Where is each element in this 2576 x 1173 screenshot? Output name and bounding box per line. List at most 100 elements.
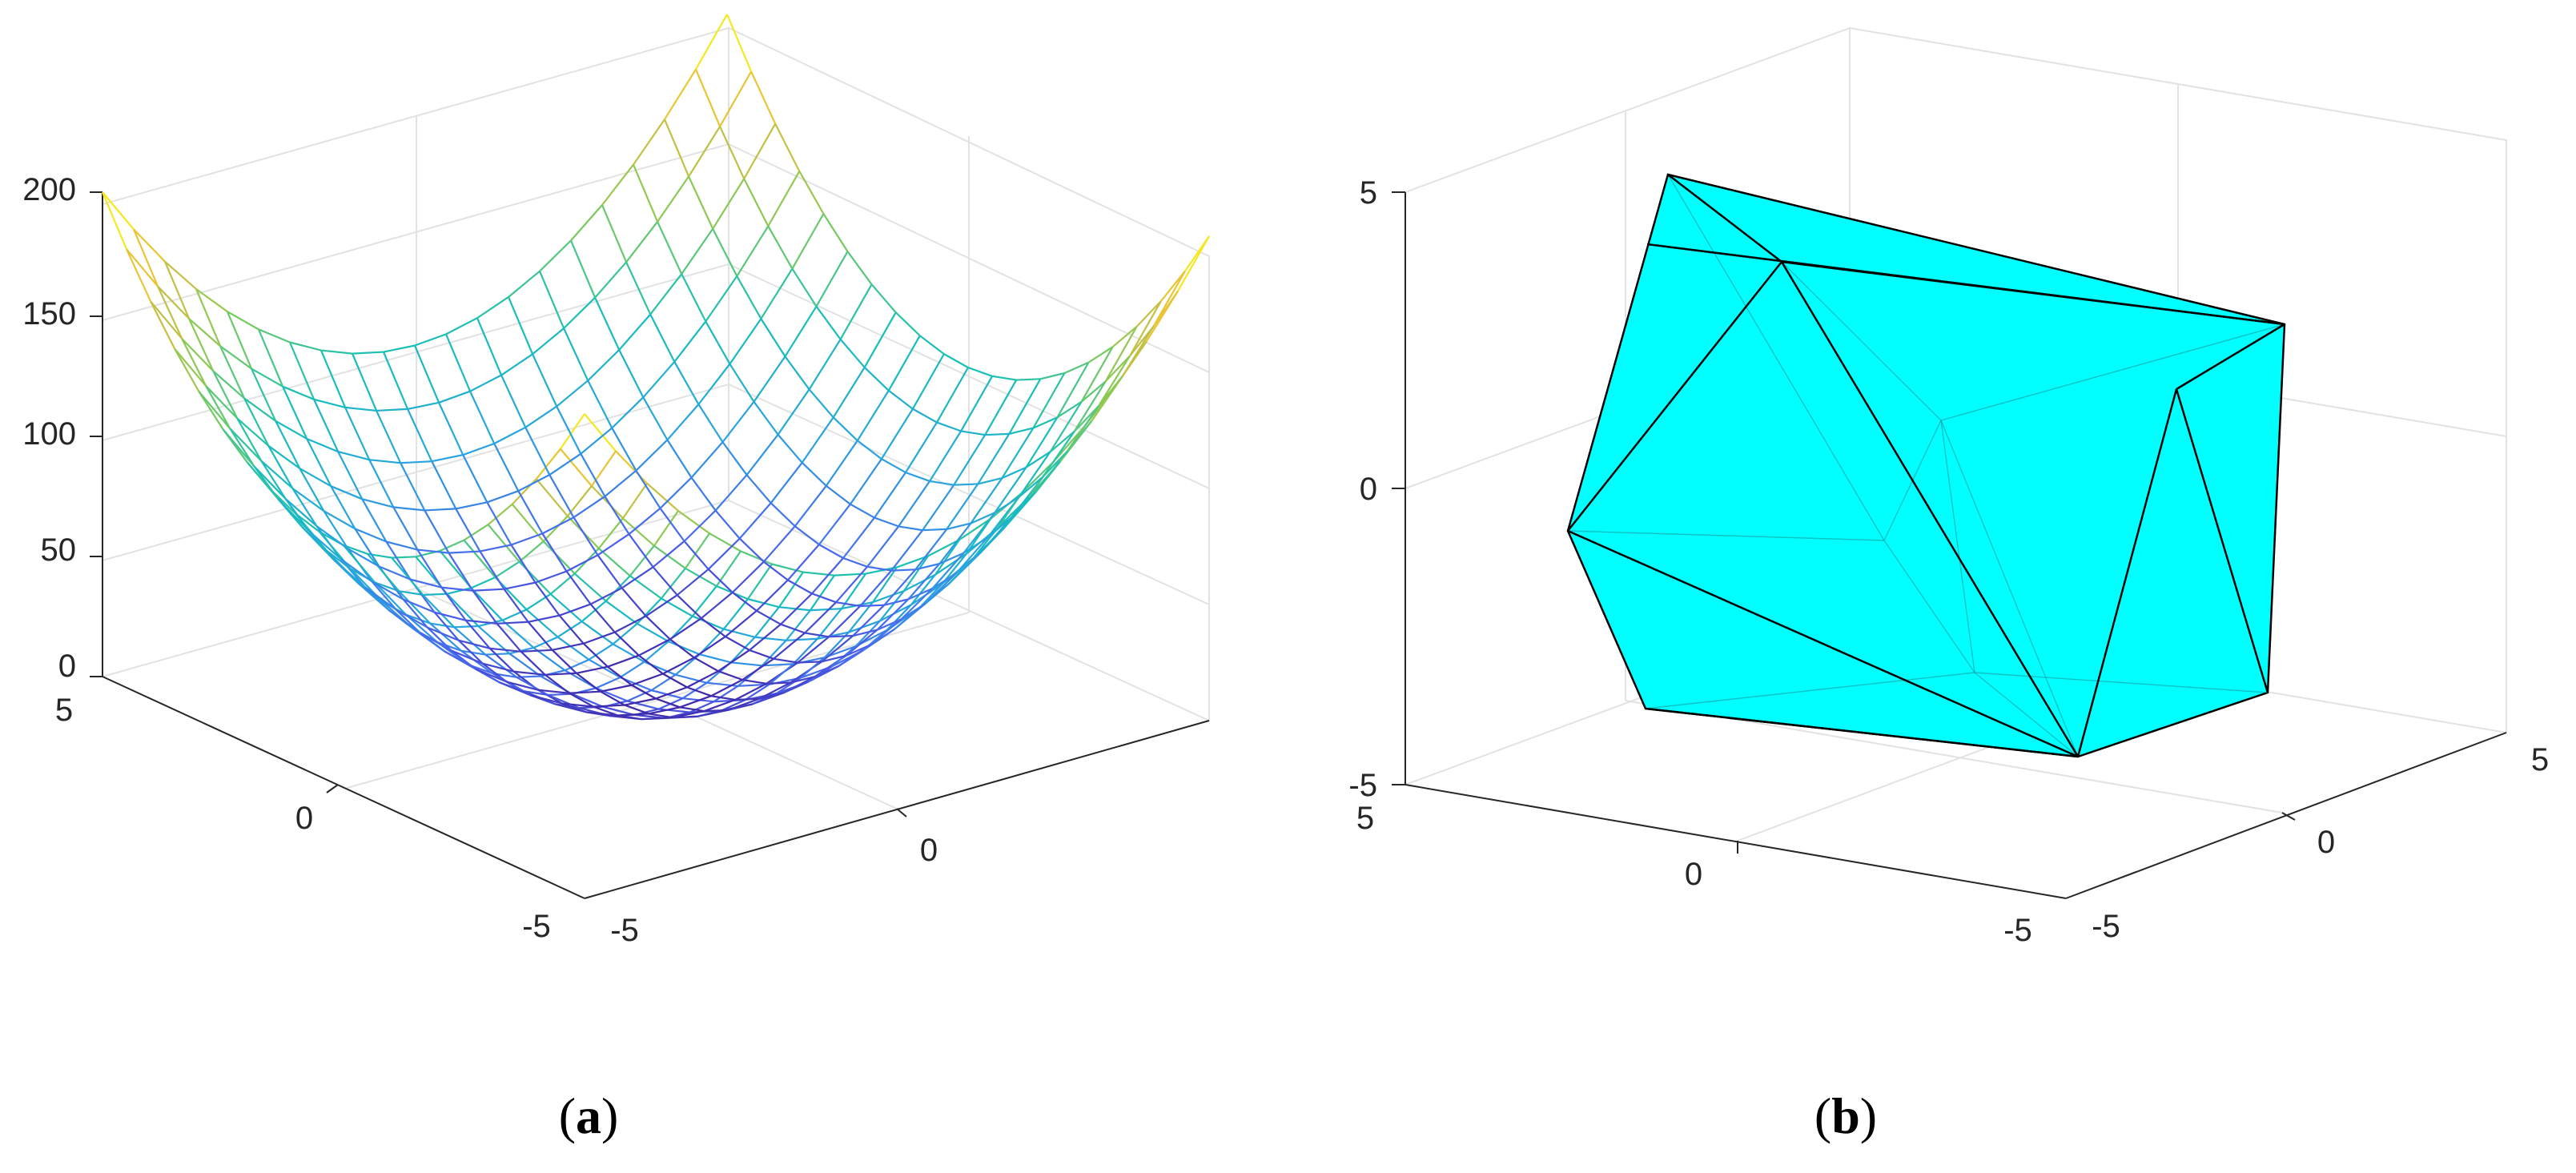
mesh-line-segment (374, 581, 400, 593)
mesh-line-segment (508, 653, 541, 677)
mesh-line-segment (865, 566, 898, 575)
mesh-line-segment (489, 647, 521, 653)
mesh-line-segment (441, 586, 473, 592)
mesh-line-segment (282, 386, 308, 440)
mesh-line-segment (1073, 405, 1099, 432)
mesh-line-segment (863, 367, 890, 392)
mesh-line-segment (632, 164, 659, 223)
mesh-line-segment (613, 631, 640, 657)
mesh-line-segment (818, 504, 851, 545)
mesh-line-segment (163, 261, 191, 319)
mesh-line-segment (549, 474, 575, 518)
mesh-line-segment (448, 552, 474, 592)
mesh-line-segment (846, 251, 873, 285)
mesh-line-segment (299, 468, 332, 488)
mesh-line-segment (744, 683, 770, 701)
mesh-line-segment (929, 480, 954, 486)
mesh-line-segment (1001, 466, 1027, 480)
mesh-line-segment (469, 374, 502, 392)
mesh-line-segment (778, 571, 804, 608)
mesh-line-segment (313, 399, 340, 452)
mesh-line-segment (688, 126, 721, 178)
mesh-line-segment (251, 368, 277, 422)
mesh-line-segment (337, 451, 364, 500)
mesh-line-segment (860, 604, 885, 608)
mesh-line-segment (337, 451, 370, 461)
mesh-line-segment (1027, 461, 1054, 498)
mesh-line-segment (330, 485, 356, 529)
mesh-line-segment (622, 517, 655, 547)
mesh-line-segment (1042, 451, 1068, 478)
mesh-line-segment (344, 406, 377, 412)
mesh-line-segment (480, 544, 512, 552)
mesh-line-segment (753, 401, 779, 436)
mesh-line-segment (604, 469, 637, 497)
mesh-line-segment (518, 540, 545, 563)
panel-a-left-tick-0: 0 (295, 801, 313, 836)
mesh-line-segment (405, 613, 431, 625)
mesh-line-segment (684, 532, 710, 569)
panel-b-right-tick-5: 5 (2531, 742, 2549, 777)
mesh-line-segment (487, 503, 513, 526)
mesh-line-segment (881, 458, 906, 474)
mesh-line-segment (479, 550, 505, 590)
mesh-line-segment (164, 260, 197, 290)
mesh-line-segment (697, 404, 724, 443)
mesh-line-segment (260, 460, 294, 489)
hull-edge (1645, 707, 2079, 758)
mesh-line-segment (628, 507, 661, 535)
mesh-line-segment (382, 351, 409, 410)
mesh-line-segment (101, 191, 128, 250)
mesh-line-segment (745, 434, 779, 476)
mesh-line-segment (839, 339, 866, 368)
mesh-line-segment (1159, 270, 1186, 302)
mesh-line-segment (487, 524, 520, 563)
mesh-line-segment (722, 598, 749, 630)
mesh-line-segment (1128, 325, 1155, 357)
panel-b-hull (1566, 173, 2286, 758)
panel-a-z-tick-150: 150 (22, 296, 76, 331)
mesh-line-segment (615, 450, 648, 484)
mesh-line-segment (810, 608, 842, 612)
mesh-line-segment (818, 544, 844, 559)
mesh-line-segment (1011, 491, 1037, 518)
mesh-line-segment (564, 658, 589, 672)
mesh-line-segment (398, 590, 431, 625)
mesh-line-segment (960, 376, 994, 432)
hull-edge (1780, 261, 2080, 757)
mesh-line-segment (786, 637, 818, 641)
mesh-line-segment (876, 598, 910, 631)
mesh-line-segment (719, 126, 745, 179)
mesh-line-segment (319, 350, 347, 408)
hull-hidden-edge (1645, 672, 1975, 709)
mesh-line-segment (1016, 378, 1041, 381)
mesh-line-segment (464, 620, 491, 649)
mesh-line-segment (872, 589, 905, 604)
mesh-line-segment (637, 622, 669, 643)
mesh-line-segment (690, 476, 717, 512)
mesh-line-segment (808, 339, 842, 390)
mesh-line-segment (840, 572, 866, 609)
mesh-line-segment (900, 602, 926, 621)
mesh-line-segment (712, 178, 745, 230)
mesh-line-segment (525, 609, 559, 638)
panel-b-z-tick-0: 0 (1360, 472, 1377, 507)
mesh-line-segment (638, 654, 664, 675)
mesh-line-segment (762, 663, 794, 667)
mesh-line-segment (1056, 400, 1083, 419)
mesh-line-segment (361, 498, 388, 543)
mesh-line-segment (434, 611, 466, 621)
mesh-line-segment (315, 525, 349, 550)
mesh-line-segment (403, 598, 436, 613)
mesh-line-segment (774, 123, 801, 172)
mesh-line-segment (414, 333, 447, 347)
mesh-line-segment (624, 697, 657, 706)
mesh-line-segment (532, 353, 558, 408)
mesh-line-segment (938, 552, 964, 565)
mesh-line-segment (417, 548, 449, 554)
mesh-line-segment (465, 619, 497, 625)
mesh-line-segment (376, 410, 402, 464)
mesh-line-segment (745, 474, 772, 504)
mesh-line-segment (657, 175, 690, 223)
mesh-line-segment (929, 430, 962, 482)
